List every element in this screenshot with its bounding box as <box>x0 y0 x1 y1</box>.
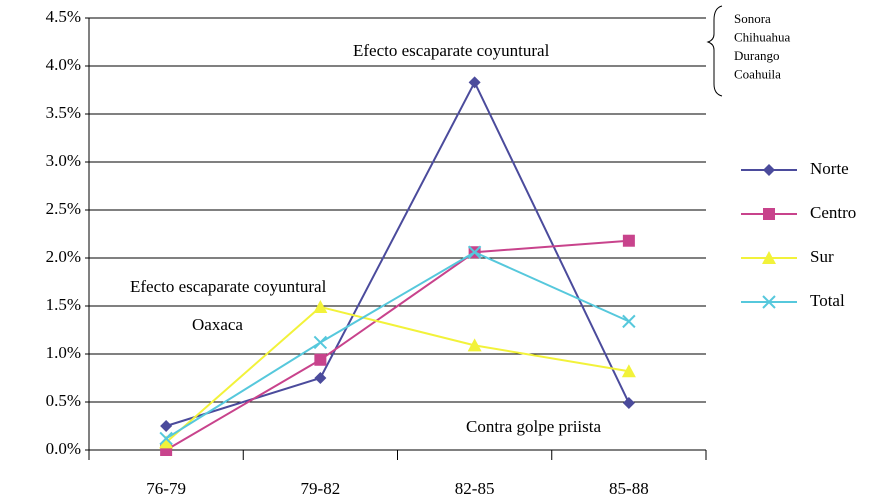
marker <box>313 335 328 350</box>
marker <box>762 295 776 309</box>
annotation: Contra golpe priista <box>466 417 601 436</box>
series-line <box>165 239 629 451</box>
y-tick-label: 4.5% <box>46 7 81 26</box>
legend-label: Sur <box>810 247 834 266</box>
marker <box>622 396 635 409</box>
marker <box>762 251 776 264</box>
x-tick-label: 76-79 <box>146 479 186 498</box>
marker <box>313 299 328 313</box>
bracket-label: Durango <box>734 48 780 63</box>
y-tick-label: 2.0% <box>46 247 81 266</box>
series-line <box>165 305 630 444</box>
marker <box>763 164 775 176</box>
y-tick-label: 3.0% <box>46 151 81 170</box>
y-tick-label: 1.0% <box>46 343 81 362</box>
annotation: Efecto escaparate coyuntural <box>130 277 327 296</box>
y-tick-label: 4.0% <box>46 55 81 74</box>
marker <box>314 372 327 384</box>
marker <box>622 314 636 329</box>
marker <box>763 208 775 220</box>
y-tick-label: 0.5% <box>46 391 81 410</box>
legend-label: Centro <box>810 203 856 222</box>
marker <box>159 435 174 449</box>
x-tick-label: 82-85 <box>455 479 495 498</box>
y-tick-label: 3.5% <box>46 103 81 122</box>
marker <box>160 420 173 432</box>
bracket-label: Chihuahua <box>734 29 791 44</box>
marker <box>621 364 636 378</box>
legend-label: Total <box>810 291 845 310</box>
series-line <box>165 251 630 440</box>
marker <box>622 234 635 247</box>
x-tick-label: 85-88 <box>609 479 649 498</box>
y-tick-label: 0.0% <box>46 439 81 458</box>
marker <box>468 76 481 89</box>
bracket-label: Coahuila <box>734 66 781 81</box>
legend-label: Norte <box>810 159 849 178</box>
series-line <box>165 80 630 427</box>
bracket <box>706 5 723 97</box>
marker <box>467 338 482 352</box>
y-tick-label: 2.5% <box>46 199 81 218</box>
marker <box>467 245 482 259</box>
marker <box>314 353 327 366</box>
annotation: Oaxaca <box>192 315 243 334</box>
y-tick-label: 1.5% <box>46 295 81 314</box>
x-tick-label: 79-82 <box>301 479 341 498</box>
bracket-label: Sonora <box>734 11 771 26</box>
marker <box>159 431 173 446</box>
annotation: Efecto escaparate coyuntural <box>353 41 550 60</box>
